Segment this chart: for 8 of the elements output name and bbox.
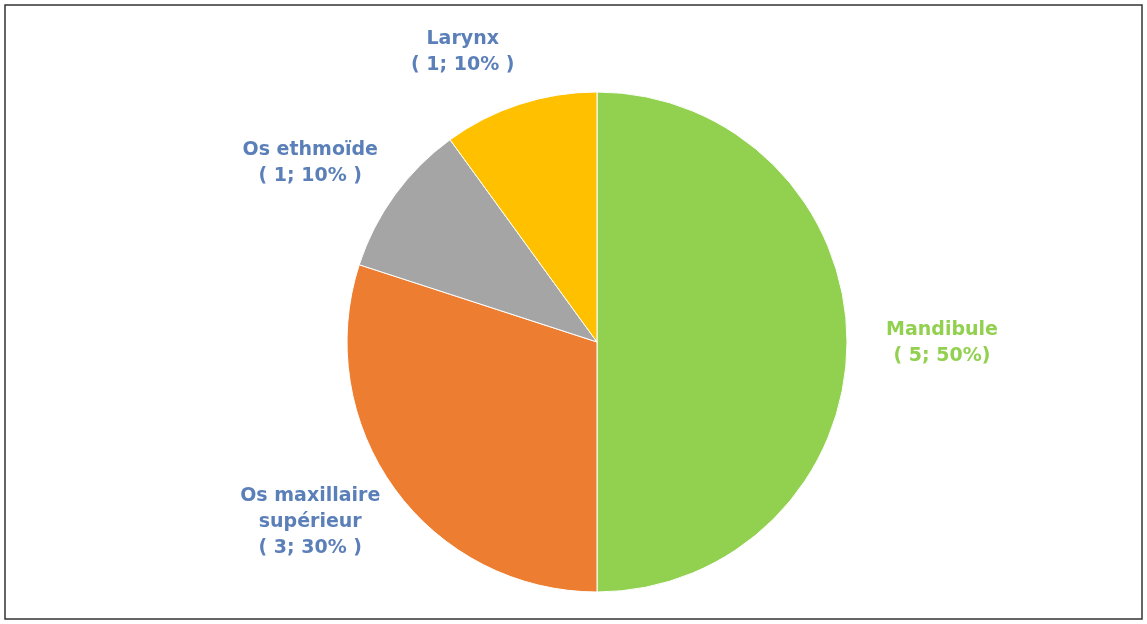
data-label: ( 1; 10% ) xyxy=(258,163,363,186)
data-label: ( 3; 30% ) xyxy=(258,534,363,557)
slice-label: Mandibule xyxy=(886,316,998,339)
slice-label: Larynx xyxy=(426,26,499,49)
slice-label: Os ethmoïde xyxy=(242,137,378,160)
data-label: ( 1; 10% ) xyxy=(410,52,515,75)
data-label: ( 5; 50%) xyxy=(893,342,991,365)
slice-label: Os maxillaire supérieur xyxy=(240,482,381,531)
